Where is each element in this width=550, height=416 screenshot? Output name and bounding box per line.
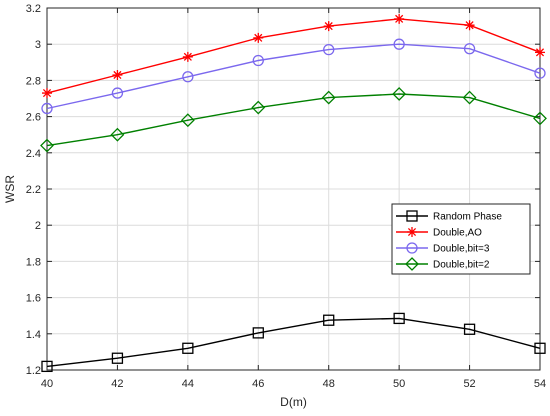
y-tick-label: 2.8 xyxy=(26,75,41,87)
legend-entry: Double,bit=3 xyxy=(396,242,490,255)
data-point xyxy=(111,87,124,99)
series-3 xyxy=(40,87,547,153)
data-point xyxy=(110,127,125,142)
series-1 xyxy=(42,13,545,99)
data-point xyxy=(533,111,547,126)
y-tick-label: 1.6 xyxy=(26,293,41,305)
data-point xyxy=(323,21,334,32)
legend-marker xyxy=(406,210,418,222)
legend-label: Double,bit=2 xyxy=(433,260,490,271)
data-point xyxy=(112,69,123,80)
series-2 xyxy=(41,38,546,115)
data-point xyxy=(182,71,194,83)
legend-entry: Double,bit=2 xyxy=(396,257,490,271)
y-tick-label: 1.8 xyxy=(26,256,41,268)
x-axis-label: D(m) xyxy=(280,395,307,409)
data-point xyxy=(534,342,546,354)
data-point xyxy=(535,47,545,58)
legend-marker xyxy=(405,257,419,271)
data-point xyxy=(40,138,54,153)
data-point xyxy=(252,327,264,339)
data-point xyxy=(462,90,477,105)
data-point xyxy=(393,38,405,50)
legend: Random Phase Double,AO Double,bit=3 Double,… xyxy=(391,203,531,275)
data-point xyxy=(42,88,52,99)
data-point xyxy=(463,323,476,335)
legend-marker xyxy=(406,242,418,254)
x-tick-label: 46 xyxy=(252,378,264,390)
data-point xyxy=(251,100,266,115)
data-point xyxy=(392,87,407,101)
y-tick-label: 2.4 xyxy=(26,148,41,160)
legend-label: Double,AO xyxy=(433,228,482,239)
x-tick-label: 42 xyxy=(111,378,123,390)
legend-marker xyxy=(407,227,417,237)
data-point xyxy=(253,32,264,43)
axis-ticks: 40 42 44 46 48 50 52 54 1.2 1.4 1.6 1.8 2 2.2 2.4 2.6 2.… xyxy=(26,3,546,390)
y-tick-label: 3.2 xyxy=(26,3,41,15)
data-point xyxy=(323,314,335,326)
series-line xyxy=(46,43,541,110)
data-point xyxy=(534,67,546,79)
y-tick-label: 1.4 xyxy=(26,329,41,341)
y-tick-label: 3 xyxy=(35,39,41,51)
series-line xyxy=(46,317,541,368)
legend-label: Random Phase xyxy=(433,212,502,223)
x-tick-label: 54 xyxy=(534,378,546,390)
y-axis-label: WSR xyxy=(3,175,17,203)
data-point xyxy=(393,312,405,325)
data-point xyxy=(464,20,475,31)
series-0 xyxy=(41,312,546,373)
x-tick-label: 48 xyxy=(323,378,335,390)
y-tick-label: 2.6 xyxy=(26,112,41,124)
y-tick-label: 2 xyxy=(35,220,41,232)
data-point xyxy=(463,43,476,55)
data-point xyxy=(321,90,336,105)
data-point xyxy=(180,113,195,128)
data-point xyxy=(182,342,194,354)
grid xyxy=(46,7,541,371)
legend-entry: Random Phase xyxy=(396,210,502,223)
legend-entry: Double,AO xyxy=(396,227,482,239)
data-point xyxy=(41,360,53,373)
data-point xyxy=(252,54,264,67)
data-point xyxy=(41,102,53,115)
y-tick-label: 2.2 xyxy=(26,184,41,196)
x-tick-label: 44 xyxy=(182,378,194,390)
data-point xyxy=(111,352,124,364)
data-point xyxy=(323,43,335,56)
series-line xyxy=(46,18,541,94)
x-tick-label: 50 xyxy=(393,378,405,390)
data-point xyxy=(182,51,193,62)
x-tick-label: 40 xyxy=(41,378,53,390)
series-line xyxy=(46,93,541,147)
y-tick-label: 1.2 xyxy=(26,365,41,377)
series-group xyxy=(40,13,547,373)
legend-label: Double,bit=3 xyxy=(433,244,490,255)
data-point xyxy=(394,13,405,24)
x-tick-label: 52 xyxy=(463,378,475,390)
